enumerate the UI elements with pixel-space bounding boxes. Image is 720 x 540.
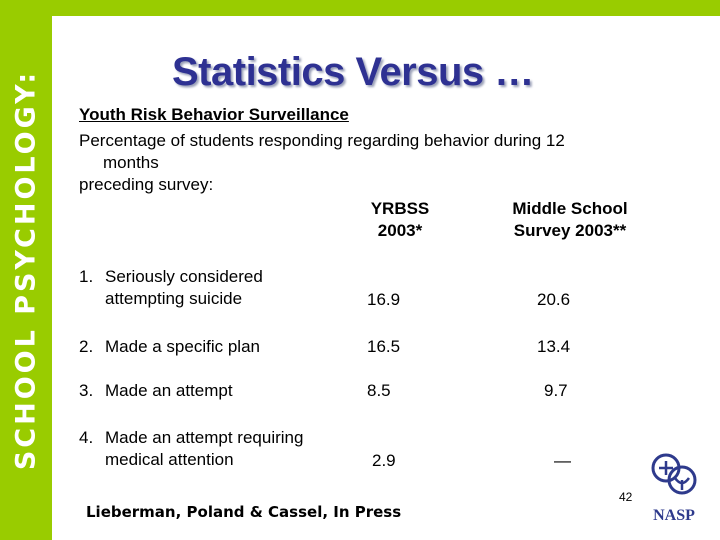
table-row-label: 4. Made an attempt requiring medical atte…	[79, 427, 303, 471]
slide-title: Statistics Versus …	[172, 50, 534, 94]
row-number: 1.	[79, 267, 94, 286]
row-label-line-1: Made a specific plan	[105, 337, 260, 356]
top-accent-bar	[0, 0, 720, 16]
column-header-middle-school: Middle School Survey 2003**	[505, 198, 635, 242]
yrbss-value: 16.9	[367, 290, 401, 309]
logo-text: NASP	[653, 507, 695, 524]
description-line-2: months	[103, 153, 159, 172]
middle-school-value: 13.4	[537, 337, 571, 356]
yrbss-value: 2.9	[372, 451, 396, 470]
sidebar-band: SCHOOL PSYCHOLOGY:	[0, 0, 52, 540]
column-header-yrbss-line-2: 2003*	[377, 221, 423, 240]
yrbss-value: 8.5	[367, 381, 391, 400]
row-number: 2.	[79, 337, 94, 356]
row-number: 4.	[79, 428, 94, 447]
table-row-label: 1. Seriously considered attempting suicid…	[79, 266, 263, 310]
column-header-middle-line-2: Survey 2003**	[513, 221, 627, 240]
row-label-line-1: Made an attempt requiring	[105, 428, 304, 447]
nasp-logo-icon: NASP	[644, 450, 704, 530]
row-label-line-1: Seriously considered	[105, 267, 263, 286]
row-label-line-1: Made an attempt	[105, 381, 233, 400]
row-number: 3.	[79, 381, 94, 400]
table-row-label: 3. Made an attempt	[79, 380, 233, 402]
description-line-1: Percentage of students responding regard…	[79, 131, 565, 150]
page-number: 42	[619, 490, 633, 504]
column-header-yrbss: YRBSS 2003*	[356, 198, 444, 242]
survey-heading: Youth Risk Behavior Surveillance	[79, 105, 349, 124]
description-line-3: preceding survey:	[79, 175, 214, 194]
row-label-line-2: attempting suicide	[105, 289, 243, 308]
yrbss-value: 16.5	[367, 337, 401, 356]
column-header-yrbss-line-1: YRBSS	[370, 199, 430, 218]
middle-school-value: —	[554, 451, 571, 470]
survey-description: Percentage of students responding regard…	[79, 130, 639, 196]
table-row-label: 2. Made a specific plan	[79, 336, 260, 358]
citation: Lieberman, Poland & Cassel, In Press	[86, 503, 402, 521]
middle-school-value: 20.6	[537, 290, 571, 309]
column-header-middle-line-1: Middle School	[512, 199, 628, 218]
sidebar-vertical-text: SCHOOL PSYCHOLOGY:	[10, 69, 42, 471]
row-label-line-2: medical attention	[105, 450, 234, 469]
middle-school-value: 9.7	[544, 381, 568, 400]
